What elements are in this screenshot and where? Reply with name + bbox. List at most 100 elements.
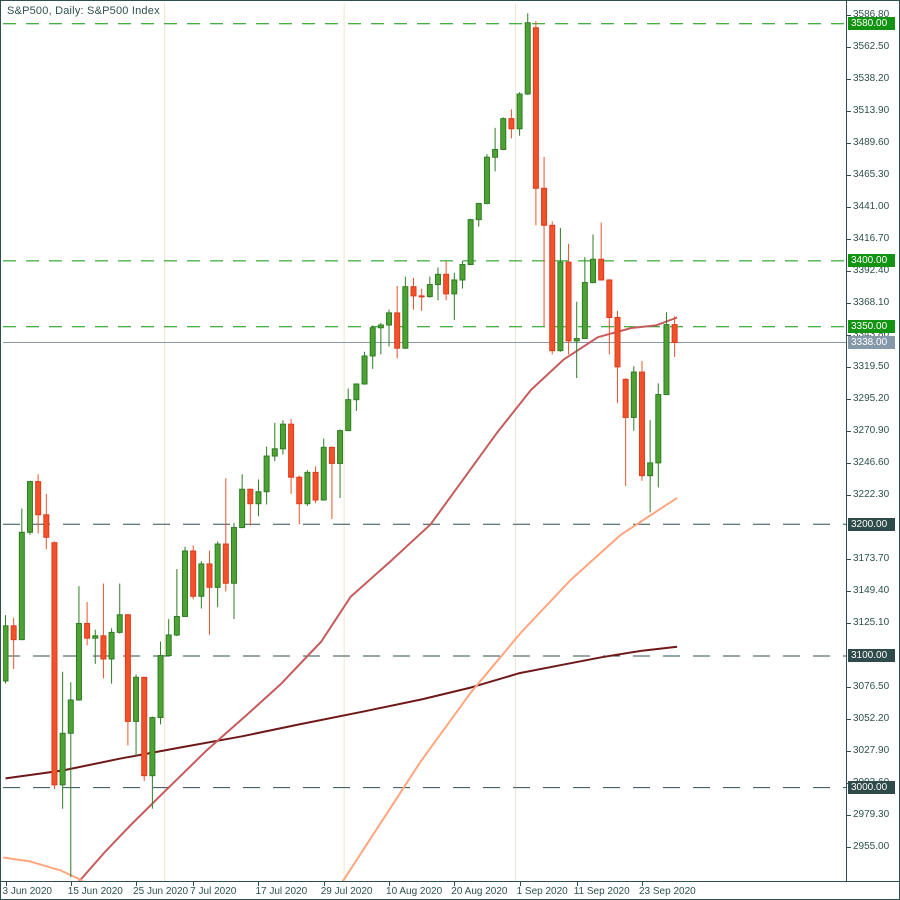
- time-tick-mark: [519, 882, 521, 886]
- price-tick-mark: [847, 142, 851, 144]
- candle: [377, 324, 384, 329]
- candle: [549, 224, 556, 352]
- candle: [222, 543, 229, 584]
- symbol-label: S&P500, Daily: S&P500 Index: [7, 5, 160, 17]
- price-tick-mark: [847, 334, 851, 336]
- candle: [198, 563, 205, 597]
- candle: [402, 286, 409, 349]
- candle: [149, 717, 156, 777]
- time-tick-label: 23 Sep 2020: [638, 886, 696, 897]
- candle: [35, 481, 42, 516]
- time-tick-label: 25 Jun 2020: [133, 886, 189, 897]
- price-tick-label: 3416.70: [853, 233, 890, 245]
- price-level-label: 3400.00: [848, 254, 895, 268]
- time-tick-mark: [136, 882, 138, 886]
- candle: [67, 699, 74, 734]
- price-tick-mark: [847, 398, 851, 400]
- candle: [614, 316, 621, 368]
- price-tick-mark: [847, 366, 851, 368]
- time-tick-label: 7 Jul 2020: [190, 886, 237, 897]
- candle: [630, 371, 637, 418]
- price-tick-mark: [847, 494, 851, 496]
- candle: [92, 635, 99, 639]
- price-level-label: 3200.00: [848, 517, 895, 531]
- candle: [492, 148, 499, 158]
- candle: [328, 446, 335, 464]
- candle: [141, 676, 148, 777]
- candle: [3, 625, 9, 682]
- candle: [524, 22, 531, 95]
- time-axis[interactable]: 3 Jun 2020 15 Jun 2020 25 Jun 2020 7 Jul 20…: [1, 881, 899, 899]
- candle: [459, 264, 466, 281]
- price-tick-mark: [847, 302, 851, 304]
- price-tick-mark: [847, 110, 851, 112]
- time-tick-mark: [454, 882, 456, 886]
- candle: [353, 383, 360, 401]
- ma-rose: [78, 316, 678, 881]
- candle: [483, 156, 490, 204]
- time-tick-label: 17 Jul 2020: [255, 886, 308, 897]
- price-tick-label: 3368.10: [853, 297, 890, 309]
- price-tick-label: 3513.90: [853, 105, 890, 117]
- price-tick-label: 2955.00: [853, 841, 890, 853]
- price-tick-label: 3027.90: [853, 745, 890, 757]
- price-tick-label: 2979.30: [853, 809, 890, 821]
- price-tick-mark: [847, 622, 851, 624]
- candle: [581, 282, 588, 340]
- candle: [434, 273, 441, 286]
- candle: [157, 655, 164, 719]
- candle: [345, 399, 352, 432]
- price-level-label: 3580.00: [848, 17, 895, 31]
- candle: [647, 462, 654, 477]
- candle: [369, 327, 376, 357]
- time-tick-mark: [70, 882, 72, 886]
- price-tick-mark: [847, 238, 851, 240]
- time-tick-label: 11 Sep 2020: [573, 886, 630, 897]
- candle: [516, 93, 523, 130]
- price-level-label: 3350.00: [848, 320, 895, 334]
- time-tick-mark: [323, 882, 325, 886]
- candle: [443, 273, 450, 295]
- price-axis[interactable]: 3586.80 3562.50 3538.20 3513.90 3489.60 3465.…: [846, 1, 899, 881]
- time-tick-label: 15 Jun 2020: [67, 886, 123, 897]
- candle: [84, 622, 91, 639]
- candle: [508, 118, 515, 130]
- bid-price-label: 3338.00: [848, 336, 895, 349]
- candle: [75, 622, 82, 701]
- candle: [279, 423, 286, 450]
- candle: [475, 202, 482, 221]
- candle: [565, 261, 572, 342]
- candle: [598, 258, 605, 281]
- candle: [100, 635, 107, 660]
- price-tick-label: 3149.40: [853, 585, 890, 597]
- price-tick-label: 3586.80: [853, 9, 890, 21]
- price-tick-label: 3392.40: [853, 265, 890, 277]
- price-tick-mark: [847, 270, 851, 272]
- candle: [116, 614, 123, 633]
- candle: [43, 514, 50, 538]
- candle: [182, 550, 189, 617]
- time-tick-mark: [576, 882, 578, 886]
- candle: [532, 27, 539, 189]
- candle: [606, 279, 613, 318]
- ma-dark-red: [5, 645, 678, 780]
- price-tick-label: 3319.50: [853, 361, 890, 373]
- price-tick-label: 3465.30: [853, 169, 890, 181]
- price-tick-mark: [847, 558, 851, 560]
- price-level-label: 3100.00: [848, 649, 895, 663]
- price-tick-mark: [847, 206, 851, 208]
- candle: [573, 338, 580, 342]
- price-tick-mark: [847, 590, 851, 592]
- ma-salmon: [341, 497, 678, 881]
- candle: [638, 371, 645, 477]
- candle: [663, 324, 670, 396]
- candle: [557, 261, 564, 352]
- price-tick-mark: [847, 686, 851, 688]
- candle: [239, 488, 246, 529]
- candle: [247, 488, 254, 505]
- price-tick-label: 3562.50: [853, 41, 890, 53]
- time-tick-label: 3 Jun 2020: [2, 886, 53, 897]
- price-tick-label: 3441.00: [853, 201, 890, 213]
